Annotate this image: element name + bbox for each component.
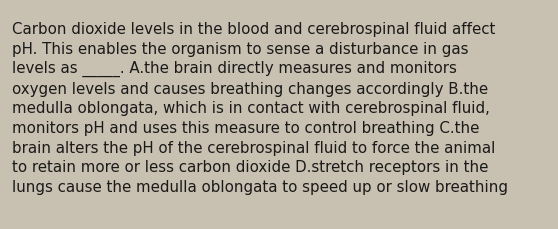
Text: Carbon dioxide levels in the blood and cerebrospinal fluid affect
pH. This enabl: Carbon dioxide levels in the blood and c… xyxy=(12,22,508,194)
